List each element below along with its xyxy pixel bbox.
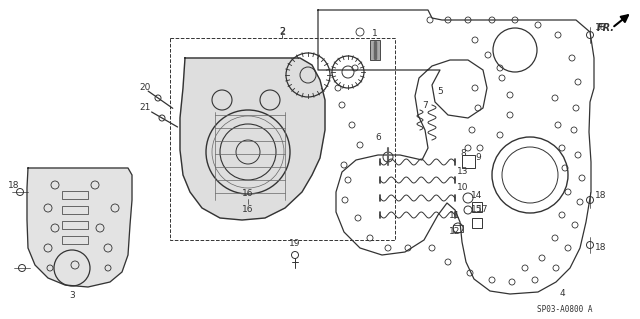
Text: 14: 14 <box>471 191 483 201</box>
Text: 7: 7 <box>422 100 428 109</box>
Text: 8: 8 <box>460 149 466 158</box>
Text: 6: 6 <box>375 133 381 143</box>
Text: 18: 18 <box>595 190 607 199</box>
Text: 10: 10 <box>457 183 468 192</box>
Text: 3: 3 <box>69 291 75 300</box>
Text: 19: 19 <box>289 239 301 248</box>
Text: 12: 12 <box>449 227 461 236</box>
Text: 1: 1 <box>372 28 378 38</box>
Text: 18: 18 <box>8 181 20 189</box>
Text: 16: 16 <box>243 189 253 197</box>
Text: 18: 18 <box>595 243 607 253</box>
Text: 16: 16 <box>243 205 253 214</box>
Text: 20: 20 <box>140 84 150 93</box>
Text: 4: 4 <box>559 288 565 298</box>
Text: 5: 5 <box>437 87 443 97</box>
Text: 21: 21 <box>140 103 150 113</box>
Text: 2: 2 <box>279 27 285 37</box>
Text: 18: 18 <box>595 24 607 33</box>
Text: 13: 13 <box>457 167 468 176</box>
Text: 15: 15 <box>471 205 483 214</box>
Text: 17: 17 <box>477 205 489 214</box>
Polygon shape <box>370 40 380 60</box>
Text: 11: 11 <box>449 211 461 219</box>
Text: 2: 2 <box>279 27 285 36</box>
Text: SP03-A0800 A: SP03-A0800 A <box>537 306 593 315</box>
Polygon shape <box>27 168 132 287</box>
Text: 9: 9 <box>475 153 481 162</box>
Polygon shape <box>180 58 325 220</box>
Text: FR.: FR. <box>597 23 615 33</box>
